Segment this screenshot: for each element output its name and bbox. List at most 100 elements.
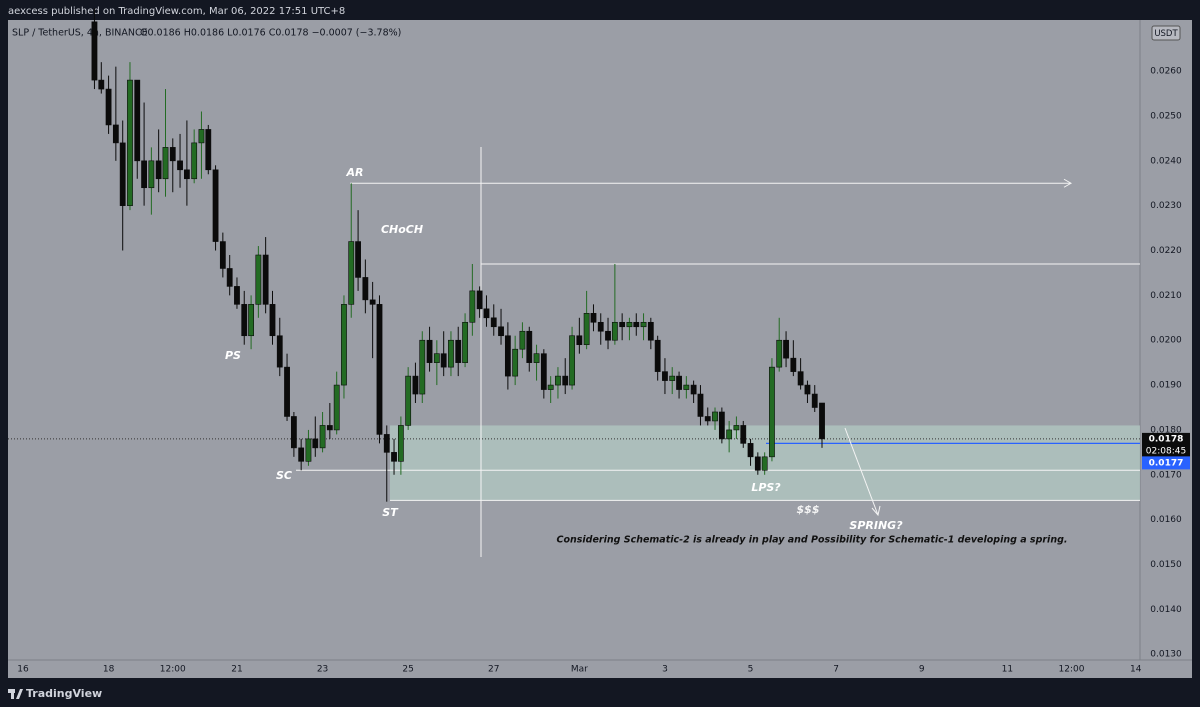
candle-body bbox=[819, 402, 825, 440]
y-tick-label: 0.0140 bbox=[1150, 605, 1182, 615]
candle-body bbox=[654, 339, 661, 372]
candle-body bbox=[633, 321, 640, 328]
candle-body bbox=[683, 384, 690, 390]
y-tick-label: 0.0250 bbox=[1150, 111, 1182, 121]
candle-body bbox=[183, 169, 190, 180]
candle-body bbox=[697, 393, 704, 417]
candle-body bbox=[590, 313, 597, 323]
brand: TradingView bbox=[26, 687, 102, 700]
candle-body bbox=[290, 416, 297, 449]
candle-body bbox=[177, 160, 183, 171]
x-tick-label: 27 bbox=[488, 665, 499, 675]
candle-body bbox=[676, 375, 682, 390]
candle-body bbox=[98, 79, 105, 90]
x-tick-label: 16 bbox=[17, 665, 29, 675]
candle-body bbox=[234, 286, 240, 305]
x-tick-label: 3 bbox=[662, 665, 668, 675]
comment: Considering Schematic-2 is already in pl… bbox=[557, 535, 1068, 546]
candle-body bbox=[669, 375, 676, 381]
candle-body bbox=[241, 304, 248, 337]
candle-body bbox=[205, 129, 212, 171]
candle-body bbox=[576, 335, 583, 346]
y-tick-label: 0.0260 bbox=[1150, 67, 1182, 77]
x-tick-label: 12:00 bbox=[160, 665, 186, 675]
blue-price-label: 0.0177 bbox=[1149, 458, 1184, 468]
candle-body bbox=[483, 308, 490, 319]
candle-body bbox=[91, 21, 98, 81]
candle-body bbox=[733, 425, 740, 431]
y-tick-label: 0.0160 bbox=[1150, 515, 1182, 525]
candle-body bbox=[198, 129, 205, 144]
x-tick-label: 25 bbox=[402, 665, 413, 675]
annotation: SPRING? bbox=[849, 519, 903, 532]
candle-body bbox=[504, 335, 511, 377]
candle-body bbox=[348, 241, 355, 305]
candle-body bbox=[647, 321, 654, 341]
chart-background bbox=[8, 20, 1192, 678]
candle-body bbox=[433, 353, 440, 363]
y-tick-label: 0.0130 bbox=[1150, 650, 1182, 660]
spring-arrow bbox=[844, 427, 879, 516]
candle-body bbox=[262, 254, 269, 305]
candle-body bbox=[284, 366, 290, 417]
candle-body bbox=[640, 321, 647, 328]
candle-body bbox=[391, 452, 397, 462]
candle-body bbox=[169, 147, 176, 162]
candle-body bbox=[562, 375, 569, 386]
candle-body bbox=[105, 88, 112, 126]
blue-price-box bbox=[1142, 456, 1190, 470]
annotation: PS bbox=[225, 349, 241, 362]
candle-body bbox=[269, 304, 276, 337]
candle-body bbox=[426, 339, 433, 363]
x-tick-label: 9 bbox=[919, 665, 925, 675]
last-price-box bbox=[1142, 432, 1190, 457]
annotation: SC bbox=[276, 469, 292, 482]
y-tick-label: 0.0230 bbox=[1150, 201, 1182, 211]
candle-body bbox=[611, 321, 618, 341]
candle-body bbox=[119, 142, 126, 206]
y-tick-label: 0.0200 bbox=[1150, 336, 1182, 346]
ohlc: O0.0186 H0.0186 L0.0176 C0.0178 −0.0007 … bbox=[140, 28, 401, 39]
candle-body bbox=[405, 375, 412, 426]
candle-body bbox=[448, 339, 454, 368]
candle-body bbox=[355, 241, 361, 278]
x-tick-label: 21 bbox=[231, 665, 242, 675]
candle-body bbox=[333, 384, 340, 431]
publisher: aexcess published on TradingView.com, Ma… bbox=[8, 6, 345, 17]
candle-body bbox=[662, 371, 668, 381]
candle-body bbox=[112, 124, 119, 144]
candle-body bbox=[583, 313, 590, 346]
candle-body bbox=[783, 339, 789, 359]
candle-body bbox=[412, 375, 419, 395]
last-price-label: 0.0178 bbox=[1149, 434, 1184, 444]
candle-body bbox=[747, 443, 754, 458]
countdown: 02:08:45 bbox=[1146, 446, 1186, 456]
candle-body bbox=[519, 330, 526, 350]
candle-body bbox=[212, 169, 219, 242]
y-tick-label: 0.0210 bbox=[1150, 291, 1182, 301]
candle-body bbox=[276, 335, 283, 368]
candle-body bbox=[141, 160, 147, 189]
candle-body bbox=[761, 456, 768, 471]
candle-body bbox=[512, 348, 519, 377]
candle-body bbox=[397, 425, 404, 462]
brand-logo bbox=[8, 689, 23, 699]
currency-box bbox=[1151, 25, 1181, 41]
candle-body bbox=[455, 339, 462, 363]
candle-body bbox=[255, 254, 262, 305]
candle-body bbox=[376, 304, 383, 435]
candle-body bbox=[555, 375, 561, 386]
candle-body bbox=[712, 411, 718, 422]
candle-body bbox=[547, 384, 554, 390]
candle-body bbox=[540, 353, 547, 390]
candle-body bbox=[526, 330, 533, 363]
candle-body bbox=[619, 321, 626, 328]
candle-body bbox=[419, 339, 426, 395]
candle-body bbox=[740, 425, 747, 444]
candle-body bbox=[298, 447, 305, 462]
x-tick-label: 7 bbox=[833, 665, 839, 675]
candle-body bbox=[597, 321, 604, 332]
x-tick-label: 23 bbox=[317, 665, 328, 675]
y-tick-label: 0.0180 bbox=[1150, 425, 1182, 435]
